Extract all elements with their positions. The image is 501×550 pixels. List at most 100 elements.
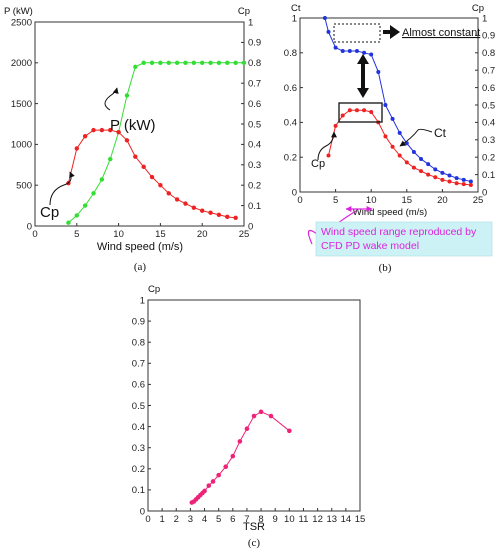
chart-c-panel-label: (c) xyxy=(248,537,261,549)
chart-b-right-y-tick-label: 0.7 xyxy=(482,66,495,77)
chart-b-ct-point xyxy=(433,167,438,172)
chart-c-frame xyxy=(147,299,361,512)
chart-c-cp-point xyxy=(244,426,250,432)
chart-b-ct-point xyxy=(419,156,424,161)
chart-b-left-y-tick-label: 0.6 xyxy=(284,83,297,94)
chart-b-left-y-tick-label: 0 xyxy=(292,187,297,198)
chart-b-ct-point xyxy=(447,173,452,178)
chart-a-p-kw-point xyxy=(216,60,222,65)
chart-b-ct-point xyxy=(454,176,459,181)
chart-a-right-y-tick-label: 0 xyxy=(248,221,253,232)
chart-b-right-axis-label: Cp xyxy=(472,3,484,14)
chart-a-cp-point xyxy=(99,127,105,133)
chart-b-cp-point xyxy=(390,144,395,149)
chart-b-ct-point xyxy=(383,103,388,107)
chart-a-cp-point xyxy=(174,197,180,202)
chart-b-right-y-tick-label: 0.2 xyxy=(482,153,495,164)
chart-b-right-y-tick-label: 0.4 xyxy=(482,118,495,129)
chart-b-cp-annotation: Cp xyxy=(311,158,325,170)
chart-a-p-kw-point xyxy=(174,60,180,65)
chart-a-x-axis-label: Wind speed (m/s) xyxy=(97,241,183,253)
chart-b-right-y-tick-label: 0.9 xyxy=(482,31,495,42)
chart-a-cp-point xyxy=(116,129,121,135)
chart-c: 0 1 2 3 4 5 6 7 8 9 10 11 12 13 14 15 00.10.20.30.40.50… xyxy=(132,284,366,549)
chart-b-ct-point xyxy=(468,179,473,184)
chart-a-left-y-tick-label: 0 xyxy=(27,221,32,232)
chart-a-left-y-tick-label: 1000 xyxy=(11,140,32,151)
chart-b-ct-point xyxy=(411,149,416,154)
chart-b-right-y-tick-label: 0.5 xyxy=(482,100,495,111)
chart-b-left-axis-label: Ct xyxy=(291,3,301,14)
chart-c-y-tick-label: 0.8 xyxy=(132,338,145,349)
chart-b-x-tick-label: 10 xyxy=(366,195,377,206)
chart-b-ct-annotation: Ct xyxy=(434,126,447,140)
chart-a-p-kw-point xyxy=(191,60,197,65)
chart-c-x-tick-label: 13 xyxy=(326,514,337,525)
chart-a-x-tick-label: 15 xyxy=(155,229,166,240)
chart-b-cp-point xyxy=(326,153,331,158)
chart-b-left-y-tick-label: 1 xyxy=(292,13,297,24)
chart-b-x-tick-label: 5 xyxy=(333,195,338,206)
chart-b-ct-point xyxy=(369,52,374,57)
chart-b-left-y-tick-label: 0.8 xyxy=(284,48,297,59)
chart-c-y-tick-label: 0.4 xyxy=(132,422,145,433)
chart-c-y-tick-label: 0.1 xyxy=(132,485,145,496)
chart-a-p-kw-point xyxy=(91,191,96,196)
chart-a-p-kw-point xyxy=(74,213,80,218)
chart-c-x-tick-label: 9 xyxy=(273,514,278,525)
chart-c-cp-line xyxy=(191,411,290,504)
chart-b-cp-point xyxy=(454,181,459,186)
chart-a-right-y-tick-label: 0.8 xyxy=(248,58,261,69)
almost-constant-annotation: Almost constant xyxy=(402,27,480,39)
chart-a-p-kw-point xyxy=(166,60,171,65)
chart-a-p-kw-point xyxy=(124,93,130,98)
chart-c-y-axis-label: Cp xyxy=(148,284,160,295)
chart-a-p-kw-point xyxy=(183,60,188,65)
chart-c-x-tick-label: 6 xyxy=(230,514,235,525)
chart-c-x-tick-label: 10 xyxy=(284,514,295,525)
chart-c-cp-point xyxy=(237,439,243,444)
chart-b-x-tick-label: 25 xyxy=(473,195,484,206)
chart-b: 0 5 10 15 20 25 0 0.2 0.4 0.6 0.8 1 0 0.1 0.2 0.3 0.4 0… xyxy=(284,3,495,274)
chart-a-cp-point xyxy=(91,127,96,133)
chart-b-cp-point xyxy=(404,160,409,165)
chart-c-y-tick-label: 0.2 xyxy=(132,464,145,475)
chart-a-cp-point xyxy=(208,210,213,215)
chart-a-cp-point xyxy=(108,127,113,133)
chart-b-right-y-tick-label: 1 xyxy=(482,13,487,24)
chart-c-cp-point xyxy=(251,413,257,419)
chart-b-x-tick-label: 20 xyxy=(437,195,448,206)
chart-b-cp-point xyxy=(461,182,466,187)
chart-b-right-y-tick-label: 0.8 xyxy=(482,48,495,59)
chart-c-x-tick-label: 1 xyxy=(159,514,164,525)
chart-a-right-y-tick-label: 0.3 xyxy=(248,160,261,171)
chart-c-x-tick-label: 14 xyxy=(341,514,352,525)
chart-a-right-y-tick-label: 0.1 xyxy=(248,201,261,212)
chart-b-ct-line xyxy=(324,17,471,183)
chart-b-ct-point xyxy=(390,116,395,121)
chart-c-cp-point xyxy=(258,409,264,415)
chart-b-cp-point xyxy=(419,169,424,174)
chart-b-right-y-tick-label: 0.1 xyxy=(482,170,495,181)
chart-a: 0 5 10 15 20 25 0 500 1000 1500 2000 2500 0 0.1 0.2 0… xyxy=(4,6,261,273)
chart-b-right-y-tick-label: 0 xyxy=(482,187,487,198)
chart-b-left-y-tick-label: 0.2 xyxy=(284,153,297,164)
chart-a-left-y-tick-label: 2500 xyxy=(11,17,32,28)
chart-b-ct-point xyxy=(354,49,359,54)
chart-b-ct-point xyxy=(426,162,431,167)
chart-c-x-tick-label: 5 xyxy=(216,514,221,525)
chart-a-p-kw-point xyxy=(225,60,230,65)
chart-a-right-y-tick-label: 0.9 xyxy=(248,38,261,49)
chart-b-ct-point xyxy=(397,130,402,135)
chart-a-cp-point xyxy=(149,174,155,180)
chart-c-cp-point xyxy=(287,428,292,434)
chart-c-y-tick-label: 0.5 xyxy=(132,401,145,412)
chart-c-x-tick-label: 0 xyxy=(145,514,150,525)
chart-c-cp-point xyxy=(202,488,207,494)
chart-a-panel-label: (a) xyxy=(134,261,147,273)
chart-b-ct-point xyxy=(333,45,338,50)
chart-c-x-tick-label: 12 xyxy=(312,514,323,525)
chart-b-ct-callout xyxy=(399,128,433,147)
chart-c-x-tick-label: 7 xyxy=(244,514,249,525)
